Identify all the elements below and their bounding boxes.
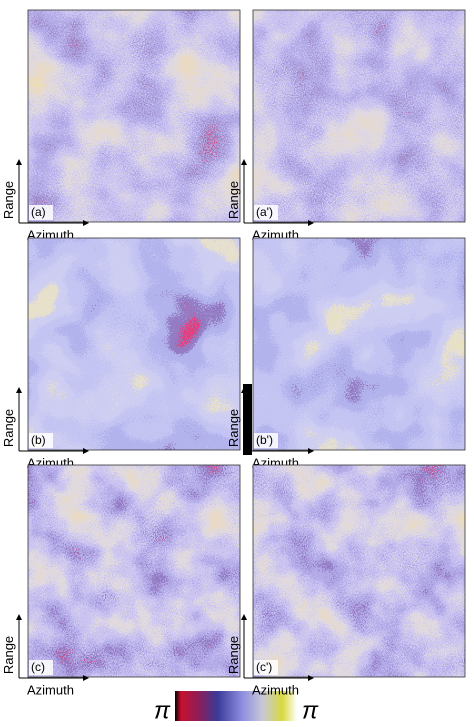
panel-frame (252, 9, 466, 223)
panel-label: (b) (31, 433, 46, 447)
panel-frame (252, 464, 466, 678)
panel-label: (c') (256, 660, 272, 674)
label-box (254, 205, 278, 220)
panel-frame (252, 237, 466, 451)
y-axis-label: Range (226, 181, 241, 219)
interferogram (28, 465, 240, 677)
panel-label: (a') (256, 205, 273, 219)
label-box (29, 660, 53, 675)
interferogram (253, 465, 465, 677)
panel-frame (27, 237, 241, 451)
label-box (29, 205, 53, 220)
colorbar-right-label: π (302, 697, 319, 724)
colorbar-left-label: π (154, 697, 171, 724)
y-axis-label: Range (1, 181, 16, 219)
scale-bar (243, 384, 252, 455)
y-axis-label: Range (1, 409, 16, 447)
label-box (254, 660, 278, 675)
y-axis-label: Range (226, 636, 241, 674)
interferogram (28, 238, 240, 450)
label-box (29, 433, 53, 448)
y-axis-label: Range (226, 409, 241, 447)
label-box (254, 433, 278, 448)
panel-label: (b') (256, 433, 273, 447)
panel-label: (a) (31, 205, 46, 219)
interferogram (253, 10, 465, 222)
colorbar (175, 691, 297, 721)
panel-frame (27, 464, 241, 678)
x-axis-label: Azimuth (252, 682, 299, 697)
x-axis-label: Azimuth (27, 682, 74, 697)
interferogram (253, 238, 465, 450)
interferogram (28, 10, 240, 222)
panel-label: (c) (31, 660, 45, 674)
y-axis-label: Range (1, 636, 16, 674)
panel-frame (27, 9, 241, 223)
